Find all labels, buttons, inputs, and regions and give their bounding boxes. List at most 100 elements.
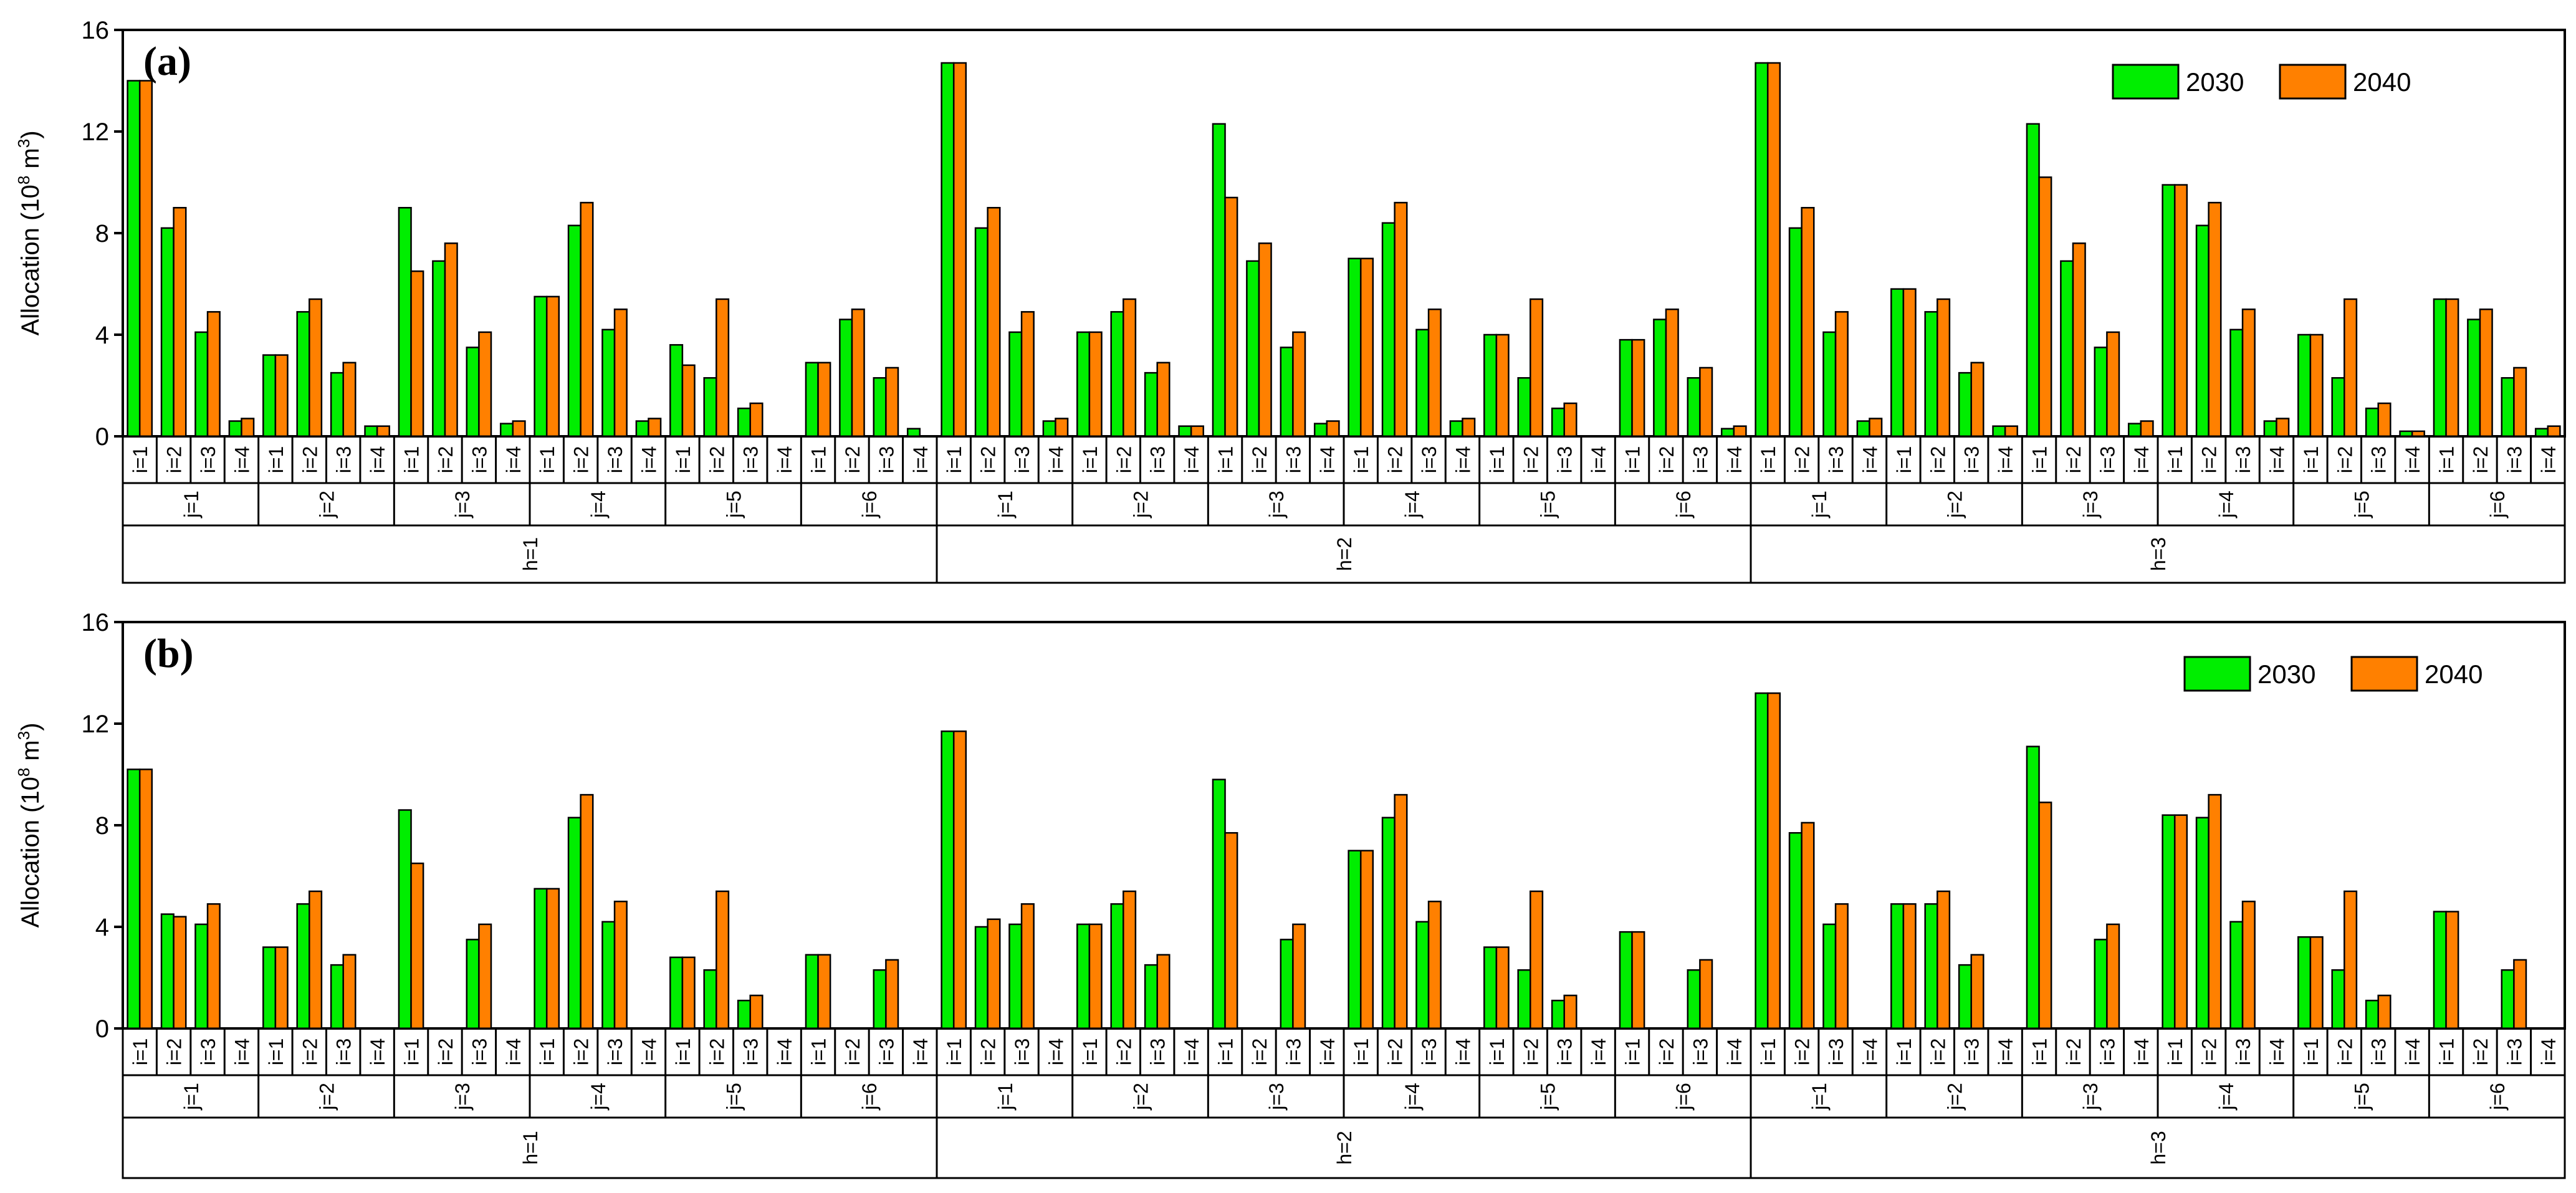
bar-2030-2 <box>194 331 209 438</box>
i-label: i=2 <box>2469 446 2492 474</box>
bar-2040-30 <box>1156 954 1171 1030</box>
bar-2030-50 <box>1822 923 1837 1030</box>
bar-2030-48 <box>1755 62 1769 438</box>
i-label: i=1 <box>2029 1038 2051 1066</box>
j-label: j=4 <box>2215 491 2238 519</box>
i-label: i=1 <box>401 446 423 474</box>
i-label: i=2 <box>1791 1038 1814 1066</box>
bar-2040-30 <box>1156 362 1171 438</box>
bar-2040-36 <box>1359 257 1374 438</box>
bar-2030-21 <box>839 319 853 438</box>
bar-2040-70 <box>2513 959 2527 1030</box>
i-label: i=2 <box>1655 1038 1678 1066</box>
i-label: i=2 <box>2469 1038 2492 1066</box>
bar-2030-53 <box>1924 311 1938 438</box>
bar-2030-36 <box>1348 850 1362 1030</box>
j-label: j=1 <box>1808 491 1831 519</box>
bar-2040-1 <box>173 916 187 1030</box>
bar-2030-25 <box>974 926 989 1030</box>
bar-2030-53 <box>1924 903 1938 1030</box>
j-label: j=4 <box>1401 1083 1424 1111</box>
bar-2040-6 <box>342 954 357 1030</box>
i-label: i=2 <box>2062 446 2085 474</box>
bar-2040-65 <box>2344 298 2358 438</box>
bar-2030-22 <box>873 969 887 1030</box>
i-label: i=2 <box>1927 446 1949 474</box>
bar-2040-29 <box>1123 298 1137 438</box>
bar-2030-20 <box>805 954 819 1030</box>
i-label: i=4 <box>2130 1038 2153 1066</box>
bar-2030-4 <box>262 946 277 1030</box>
bar-2040-13 <box>580 793 594 1030</box>
j-label: j=1 <box>180 491 203 519</box>
y-tick-label: 4 <box>95 914 109 941</box>
bar-2040-53 <box>1937 298 1951 438</box>
i-label: i=2 <box>1113 1038 1135 1066</box>
bar-2040-54 <box>1970 362 1985 438</box>
bar-2040-42 <box>1563 994 1578 1030</box>
bar-2040-16 <box>681 956 696 1030</box>
bar-2040-44 <box>1631 338 1645 438</box>
i-label: i=4 <box>773 1038 796 1066</box>
bar-2030-42 <box>1551 407 1565 438</box>
i-label: i=2 <box>434 446 457 474</box>
bar-2030-46 <box>1687 377 1701 438</box>
bar-2030-44 <box>1619 931 1633 1030</box>
bar-2030-47 <box>1720 428 1735 438</box>
i-label: i=3 <box>1825 446 1847 474</box>
i-label: i=2 <box>163 446 186 474</box>
bar-2040-61 <box>2208 201 2222 438</box>
h-label: h=2 <box>1333 537 1356 571</box>
i-label: i=1 <box>2029 446 2051 474</box>
bar-2040-14 <box>613 901 628 1030</box>
i-label: i=1 <box>672 1038 694 1066</box>
i-label: i=4 <box>366 446 389 474</box>
bar-2040-12 <box>545 295 560 438</box>
bar-2040-62 <box>2241 901 2256 1030</box>
bar-2030-23 <box>906 428 921 438</box>
bar-2040-51 <box>1869 418 1883 438</box>
i-label: i=1 <box>265 446 287 474</box>
j-label: j=5 <box>723 1083 745 1111</box>
j-label: j=4 <box>587 1083 610 1111</box>
i-label: i=3 <box>1689 446 1712 474</box>
bar-2030-0 <box>127 80 141 438</box>
bar-2030-20 <box>805 362 819 438</box>
bar-2030-60 <box>2162 184 2176 438</box>
i-label: i=4 <box>1859 446 1881 474</box>
i-label: i=4 <box>1723 446 1746 474</box>
i-label: i=4 <box>2401 446 2424 474</box>
y-axis-label-part: m <box>17 148 44 175</box>
bar-2040-28 <box>1088 331 1103 438</box>
i-label: i=1 <box>1079 446 1101 474</box>
i-label: i=3 <box>875 446 898 474</box>
bar-2040-71 <box>2547 425 2561 438</box>
bar-2030-40 <box>1483 946 1498 1030</box>
bar-2040-49 <box>1801 822 1815 1030</box>
bar-2040-42 <box>1563 402 1578 438</box>
i-label: i=2 <box>706 446 728 474</box>
i-label: i=2 <box>977 446 1000 474</box>
y-axis-label-part: 3 <box>14 139 33 148</box>
i-label: i=2 <box>841 1038 864 1066</box>
i-label: i=1 <box>1757 1038 1779 1066</box>
i-label: i=2 <box>1248 1038 1271 1066</box>
bar-2030-54 <box>1958 371 1972 438</box>
bar-2040-39 <box>1462 418 1476 438</box>
bar-2030-32 <box>1212 123 1226 438</box>
j-label: j=2 <box>1130 491 1152 519</box>
j-label: j=4 <box>2215 1083 2238 1111</box>
j-label: j=6 <box>2486 1083 2509 1111</box>
bar-2030-6 <box>330 964 344 1030</box>
y-tick-label: 8 <box>95 220 109 247</box>
bar-2040-60 <box>2173 184 2188 438</box>
bar-2030-24 <box>941 730 955 1030</box>
j-label: j=5 <box>2351 491 2373 519</box>
i-label: i=3 <box>875 1038 898 1066</box>
bar-2030-0 <box>127 769 141 1030</box>
legend-label-2030: 2030 <box>2186 67 2244 97</box>
bar-2030-56 <box>2026 123 2040 438</box>
bar-2040-25 <box>987 918 1001 1030</box>
bar-2040-38 <box>1427 901 1442 1030</box>
i-label: i=2 <box>1655 446 1678 474</box>
